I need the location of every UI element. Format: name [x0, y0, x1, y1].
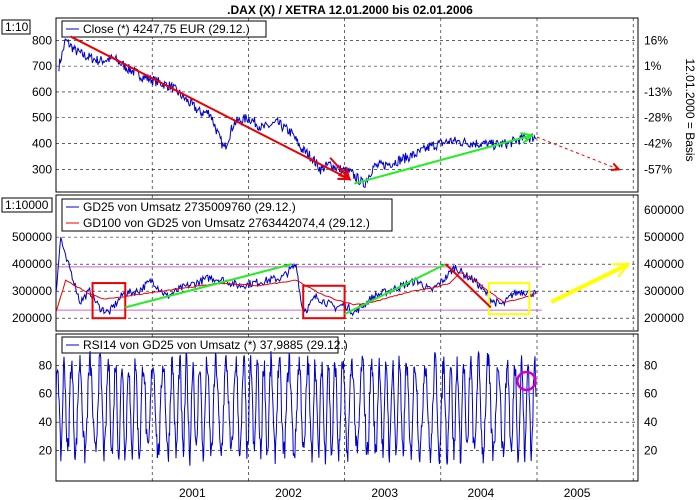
x-tick-label: 2002: [275, 486, 302, 500]
price-scale-text: 1:10: [5, 20, 29, 34]
arrow-head: [612, 263, 631, 278]
rsi-line: [55, 350, 537, 466]
volume-scale-label: 1:10000: [1, 197, 53, 213]
volume-legend-gd25: GD25 von Umsatz 2735009760 (29.12.): [83, 200, 296, 214]
x-tick-label: 2003: [371, 486, 398, 500]
price-legend: Close (*) 4247,75 EUR (29.12.): [61, 20, 267, 38]
right-tick-label: 1%: [644, 59, 662, 73]
left-tick-label: 200000: [12, 311, 52, 325]
left-tick-label: 60: [39, 387, 53, 401]
rsi-legend-text: RSI14 von GD25 von Umsatz (*) 37,9885 (2…: [83, 338, 348, 352]
arrow-head: [337, 167, 351, 181]
grid-lines: [56, 18, 638, 481]
left-tick-label: 20: [39, 444, 53, 458]
annotations: [69, 35, 631, 392]
left-tick-label: 400000: [12, 257, 52, 271]
green-trend-line: [344, 263, 447, 316]
right-tick-label: 60: [644, 387, 658, 401]
right-tick-label: 400000: [644, 257, 684, 271]
rsi-legend: RSI14 von GD25 von Umsatz (*) 37,9885 (2…: [61, 336, 348, 354]
right-tick-label: -28%: [644, 111, 672, 125]
right-tick-label: 16%: [644, 33, 668, 47]
red-trend-arrow: [69, 35, 350, 181]
right-tick-label: 600000: [644, 203, 684, 217]
left-tick-label: 80: [39, 358, 53, 372]
red-trend-arrow: [329, 157, 351, 180]
gd100-line: [55, 272, 537, 313]
price-panel-frame: [55, 17, 639, 193]
right-tick-label: -57%: [644, 162, 672, 176]
x-tick-label: 2005: [564, 486, 591, 500]
rsi-highlight-circle: [516, 370, 537, 392]
yellow-highlight-box: [487, 282, 531, 316]
right-tick-label: 300000: [644, 284, 684, 298]
red-highlight-box: [302, 284, 346, 320]
left-tick-label: 400: [32, 137, 52, 151]
tick-labels: 2001 2002 2003 2004 2005 800 700 600 500 400 300 50…: [12, 33, 684, 500]
green-trend-arrow: [353, 134, 533, 185]
red-highlight-box: [91, 282, 127, 320]
left-tick-label: 300: [32, 162, 52, 176]
arrow-head: [610, 162, 621, 171]
yellow-trend-line: [550, 262, 630, 304]
right-tick-label: 200000: [644, 311, 684, 325]
right-tick-label: 500000: [644, 230, 684, 244]
left-tick-label: 300000: [12, 284, 52, 298]
arrow-head: [520, 132, 535, 144]
price-scale-label: 1:10: [1, 19, 31, 35]
price-legend-text: Close (*) 4247,75 EUR (29.12.): [83, 22, 250, 36]
left-tick-label: 40: [39, 415, 53, 429]
right-tick-label: -42%: [644, 137, 672, 151]
dashed-trend-arrow: [536, 136, 619, 170]
left-tick-label: 600: [32, 85, 52, 99]
right-tick-label: -13%: [644, 85, 672, 99]
volume-scale-text: 1:10000: [5, 198, 49, 212]
left-tick-label: 500: [32, 111, 52, 125]
x-tick-label: 2001: [179, 486, 206, 500]
left-tick-label: 800: [32, 33, 52, 47]
right-tick-label: 20: [644, 444, 658, 458]
right-tick-label: 80: [644, 358, 658, 372]
green-trend-line: [125, 263, 292, 309]
right-tick-label: 40: [644, 415, 658, 429]
volume-legend-gd100: GD100 von GD25 von Umsatz 2763442074,4 (…: [83, 216, 370, 230]
gd25-line: [55, 237, 537, 317]
right-axis-title: 12.01.2000 = Basis: [683, 58, 697, 161]
left-tick-label: 500000: [12, 230, 52, 244]
chart-title: .DAX (X) / XETRA 12.01.2000 bis 02.01.20…: [227, 3, 473, 17]
x-tick-label: 2004: [468, 486, 495, 500]
volume-legend: GD25 von Umsatz 2735009760 (29.12.) GD10…: [61, 198, 393, 232]
rsi-panel-frame: [55, 333, 639, 482]
left-tick-label: 700: [32, 59, 52, 73]
red-trend-line: [444, 263, 492, 309]
